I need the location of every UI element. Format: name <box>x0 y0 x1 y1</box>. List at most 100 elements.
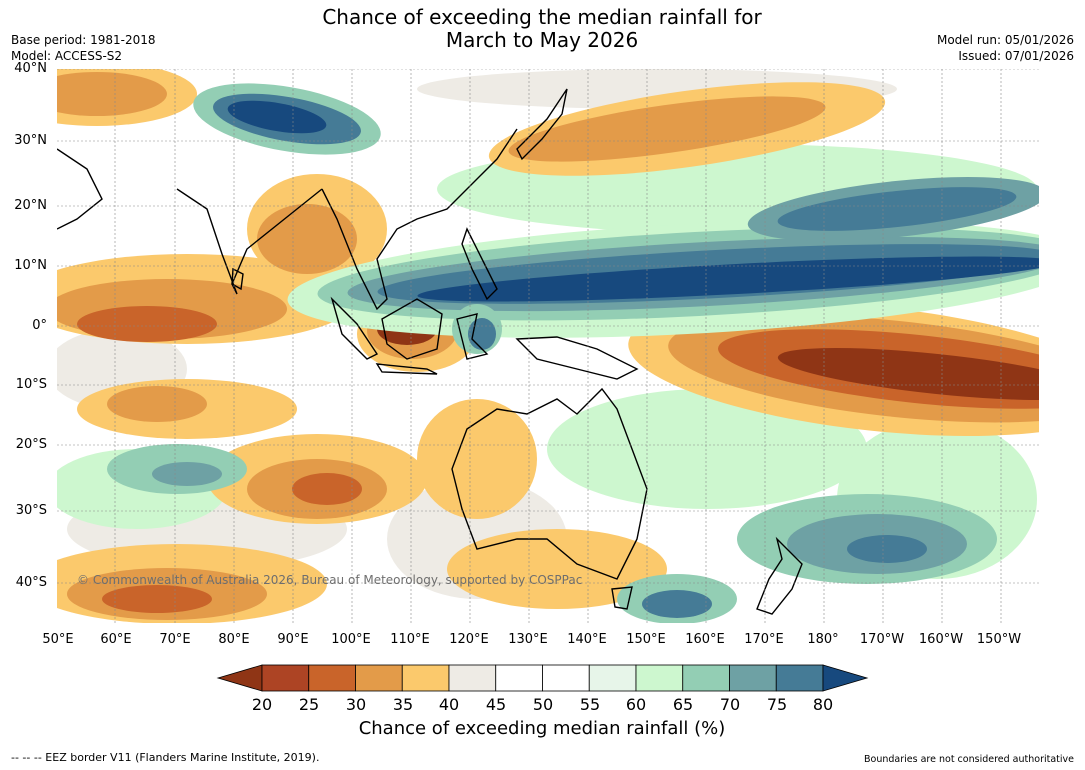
lat-label: 0° <box>32 318 47 333</box>
lat-label: 40°N <box>14 61 47 76</box>
colorbar-tick: 55 <box>579 695 601 714</box>
model-run: Model run: 05/01/2026 <box>936 33 1074 47</box>
anomaly-patch <box>292 473 362 505</box>
colorbar-cell <box>355 664 403 692</box>
anomaly-patch <box>468 318 496 350</box>
lon-label: 150°E <box>626 632 666 647</box>
colorbar-cell <box>261 664 310 692</box>
tasmania-coast <box>611 586 633 610</box>
anomaly-patch <box>847 535 927 563</box>
lon-label: 120°E <box>449 632 489 647</box>
lon-label: 110°E <box>390 632 430 647</box>
lon-label: 100°E <box>331 632 371 647</box>
colorbar-cell <box>542 664 590 692</box>
anomaly-patch <box>102 585 212 613</box>
lat-label: 30°N <box>14 133 47 148</box>
colorbar-tick: 75 <box>766 695 788 714</box>
lon-label: 160°W <box>918 632 964 647</box>
model-name: Model: ACCESS-S2 <box>11 49 123 63</box>
coastlines <box>57 88 803 615</box>
copyright-notice: © Commonwealth of Australia 2026, Bureau… <box>77 573 583 587</box>
dry-anomalies <box>57 69 1039 623</box>
map-canvas <box>57 69 1039 623</box>
se-asia-coast <box>321 128 518 311</box>
india-coast <box>176 188 323 295</box>
lon-label: 140°E <box>567 632 607 647</box>
colorbar-tick: 70 <box>719 695 741 714</box>
arabia-coast <box>57 148 103 230</box>
lat-label: 20°S <box>15 437 47 452</box>
rainfall-map <box>57 69 1039 623</box>
meta-right: Model run: 05/01/2026 Issued: 07/01/2026 <box>937 32 1074 64</box>
sumatra-coast <box>330 296 379 360</box>
anomaly-patch <box>642 590 712 618</box>
anomaly-patch <box>152 462 222 486</box>
new-zealand-coast <box>756 536 803 615</box>
anomaly-patch <box>417 399 537 519</box>
colorbar-cell <box>682 664 730 692</box>
sri-lanka-coast <box>231 267 244 291</box>
anomaly-patch <box>547 389 867 509</box>
anomaly-patch <box>107 386 207 422</box>
colorbar-cell <box>401 664 450 692</box>
meta-left: Base period: 1981-2018 Model: ACCESS-S2 <box>11 32 156 64</box>
lon-label: 80°E <box>218 632 250 647</box>
colorbar-label: Chance of exceeding median rainfall (%) <box>358 718 726 739</box>
lon-label: 70°E <box>159 632 191 647</box>
colorbar-tick: 35 <box>392 695 414 714</box>
colorbar-tick: 45 <box>485 695 507 714</box>
anomaly-patch <box>777 348 1039 400</box>
colorbar-cell <box>729 664 777 692</box>
colorbar-tick: 65 <box>672 695 694 714</box>
new-guinea-coast <box>515 336 639 380</box>
colorbar-cell <box>775 664 824 692</box>
lon-label: 60°E <box>100 632 132 647</box>
lon-label: 160°E <box>685 632 725 647</box>
lat-label: 30°S <box>15 503 47 518</box>
lon-label: 50°E <box>42 632 74 647</box>
colorbar-tick: 60 <box>625 695 647 714</box>
colorbar-cell <box>448 664 497 692</box>
lon-label: 180° <box>807 632 839 647</box>
boundary-disclaimer: Boundaries are not considered authoritat… <box>864 754 1074 765</box>
issued-date: Issued: 07/01/2026 <box>958 49 1074 63</box>
colorbar-extend-high <box>822 664 869 692</box>
anomaly-patch <box>257 204 357 274</box>
japan-coast <box>516 88 568 161</box>
lon-label: 170°W <box>859 632 905 647</box>
lat-label: 40°S <box>15 575 47 590</box>
sulawesi-coast <box>456 313 489 360</box>
base-period: Base period: 1981-2018 <box>11 33 156 47</box>
title-line-2: March to May 2026 <box>445 28 639 52</box>
graticule <box>57 69 1039 623</box>
map-title: Chance of exceeding the median rainfall … <box>242 6 842 52</box>
colorbar-tick: 50 <box>532 695 554 714</box>
anomaly-patch <box>777 187 1017 231</box>
lat-label: 10°N <box>14 258 47 273</box>
colorbar-cell <box>495 664 543 692</box>
colorbar-tick: 20 <box>251 695 273 714</box>
anomaly-patch <box>77 306 217 342</box>
colorbar <box>216 664 869 692</box>
lon-label: 170°E <box>744 632 784 647</box>
australia-coast <box>451 387 648 580</box>
anomaly-patch <box>227 100 327 134</box>
anomaly-patch <box>417 256 1039 302</box>
colorbar-extend-low <box>216 664 263 692</box>
colorbar-tick: 30 <box>345 695 367 714</box>
lat-label: 10°S <box>15 377 47 392</box>
anomaly-patch <box>57 72 167 116</box>
lon-label: 150°W <box>976 632 1022 647</box>
lat-label: 20°N <box>14 198 47 213</box>
philippines-coast <box>461 227 498 301</box>
colorbar-cell <box>588 664 637 692</box>
borneo-coast <box>381 298 443 360</box>
colorbar-cell <box>635 664 684 692</box>
eez-note: -- -- -- EEZ border V11 (Flanders Marine… <box>11 751 320 764</box>
colorbar-tick: 80 <box>812 695 834 714</box>
colorbar-tick: 40 <box>438 695 460 714</box>
colorbar-tick: 25 <box>298 695 320 714</box>
title-line-1: Chance of exceeding the median rainfall … <box>322 5 762 29</box>
java-coast <box>375 363 438 375</box>
wet-anomalies <box>107 83 1039 623</box>
